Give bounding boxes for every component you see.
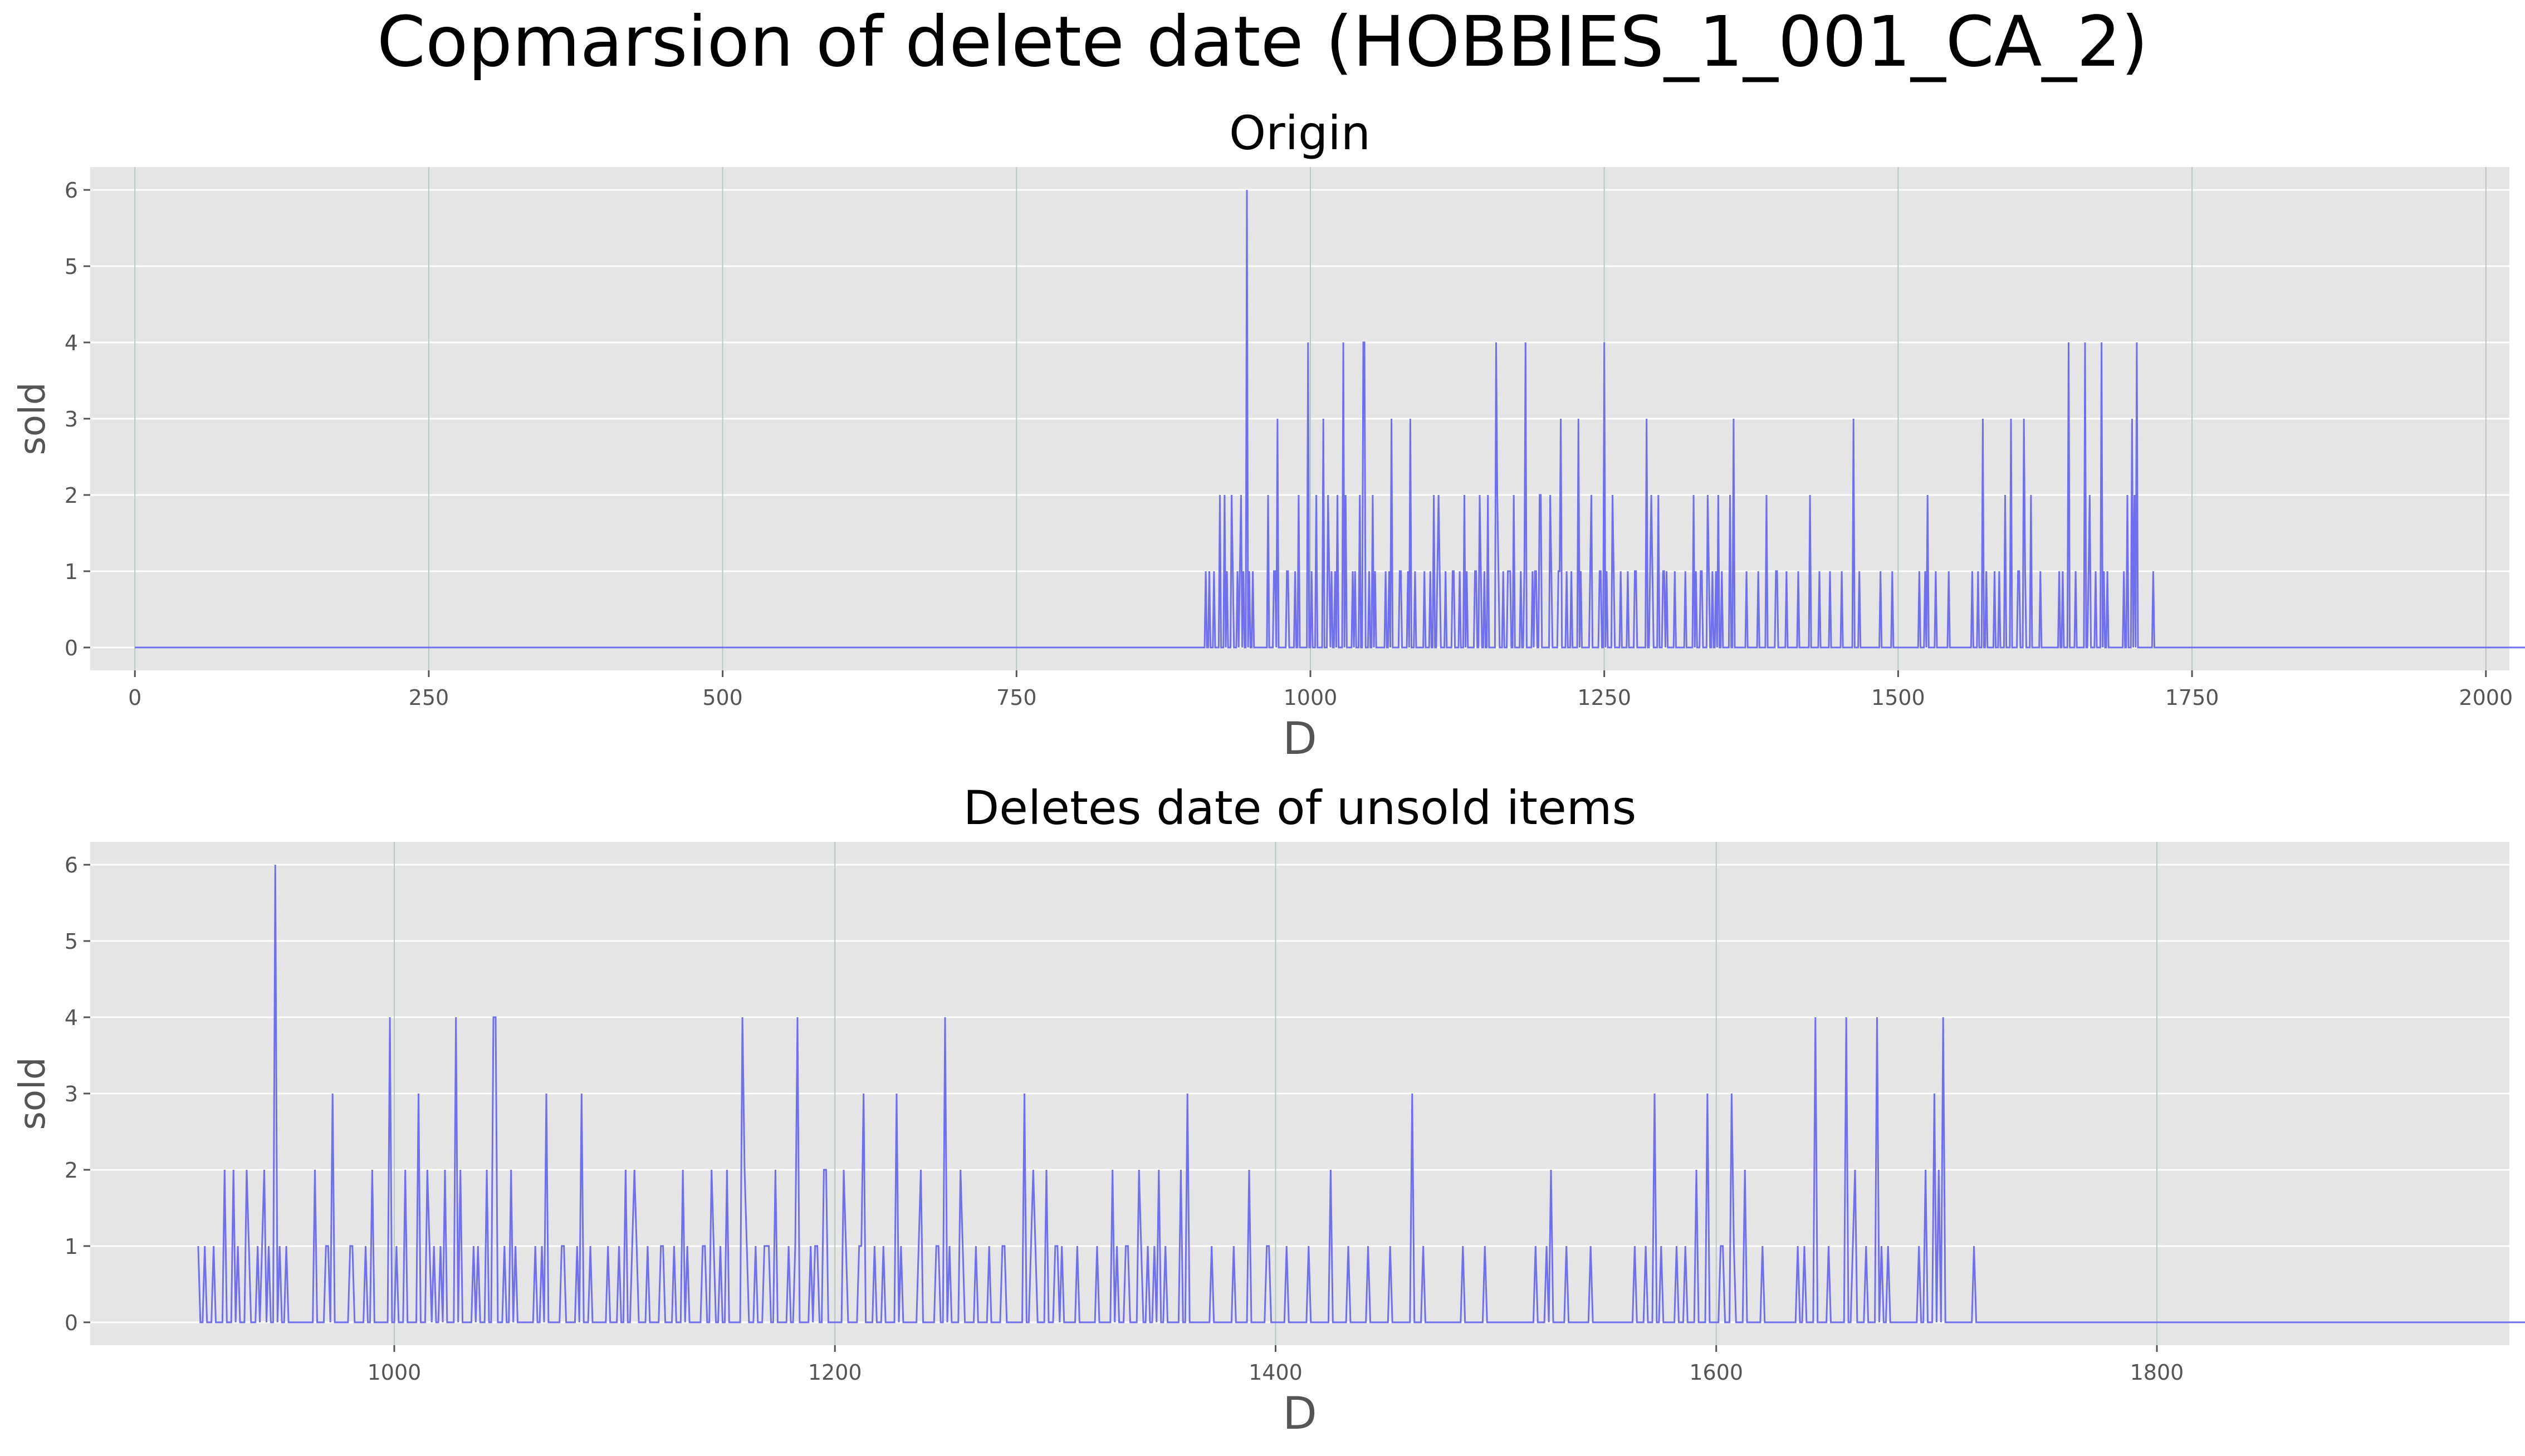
chart-origin-ytick-label: 5 — [65, 254, 78, 279]
chart-origin-ytick-label: 6 — [65, 178, 78, 203]
chart-deletes-xtick-label: 1400 — [1249, 1360, 1303, 1385]
chart-deletes-ticks: 0 1 2 3 4 5 6 1000 1200 1400 1600 1800 — [65, 853, 2184, 1385]
chart-deletes-ytick-label: 6 — [65, 853, 78, 877]
chart-origin-xtick-label: 250 — [409, 685, 449, 710]
chart-origin-xtick-label: 1000 — [1284, 685, 1338, 710]
chart-deletes-ytick-label: 5 — [65, 929, 78, 954]
chart-deletes-xlabel: D — [1283, 1388, 1317, 1439]
chart-deletes-ytick-label: 1 — [65, 1234, 78, 1259]
chart-deletes-ytick-label: 3 — [65, 1082, 78, 1106]
chart-deletes-xtick-label: 1200 — [808, 1360, 862, 1385]
chart-deletes-title: Deletes date of unsold items — [963, 781, 1637, 835]
chart-origin-ytick-label: 2 — [65, 483, 78, 508]
chart-deletes-xtick-label: 1000 — [368, 1360, 422, 1385]
figure-suptitle: Copmarsion of delete date (HOBBIES_1_001… — [377, 2, 2149, 82]
chart-origin-ticks: 0 1 2 3 4 5 6 0 250 500 750 1000 1250 1500 1750 2000 — [65, 178, 2513, 710]
chart-deletes-xtick-label: 1600 — [1689, 1360, 1743, 1385]
chart-deletes-ytick-label: 4 — [65, 1006, 78, 1030]
chart-origin-xtick-label: 750 — [996, 685, 1037, 710]
chart-origin-title: Origin — [1229, 106, 1371, 160]
chart-origin-xtick-label: 1750 — [2165, 685, 2219, 710]
chart-origin-xtick-label: 500 — [702, 685, 743, 710]
chart-deletes-ytick-label: 2 — [65, 1158, 78, 1183]
chart-origin-xlabel: D — [1283, 713, 1317, 764]
chart-origin-ytick-label: 1 — [65, 560, 78, 584]
chart-deletes-series-line — [197, 865, 2525, 1323]
chart-deletes-ylabel: sold — [12, 1057, 53, 1130]
chart-origin-xtick-label: 1250 — [1577, 685, 1631, 710]
chart-origin: Origin 0 1 2 3 4 5 6 0 250 500 750 1000 1250 1500 1750… — [12, 106, 2525, 764]
chart-deletes-xtick-label: 1800 — [2130, 1360, 2184, 1385]
chart-origin-xtick-label: 2000 — [2459, 685, 2513, 710]
chart-deletes-ytick-label: 0 — [65, 1311, 78, 1335]
chart-deletes: Deletes date of unsold items 0 1 2 3 4 5 6 1000… — [12, 781, 2525, 1439]
chart-origin-series-line — [135, 190, 2525, 649]
chart-origin-xtick-label: 1500 — [1871, 685, 1925, 710]
chart-origin-ytick-label: 4 — [65, 331, 78, 355]
chart-origin-xtick-label: 0 — [128, 685, 141, 710]
chart-origin-ylabel: sold — [12, 383, 53, 455]
chart-origin-ytick-label: 3 — [65, 407, 78, 432]
chart-origin-ytick-label: 0 — [65, 636, 78, 660]
